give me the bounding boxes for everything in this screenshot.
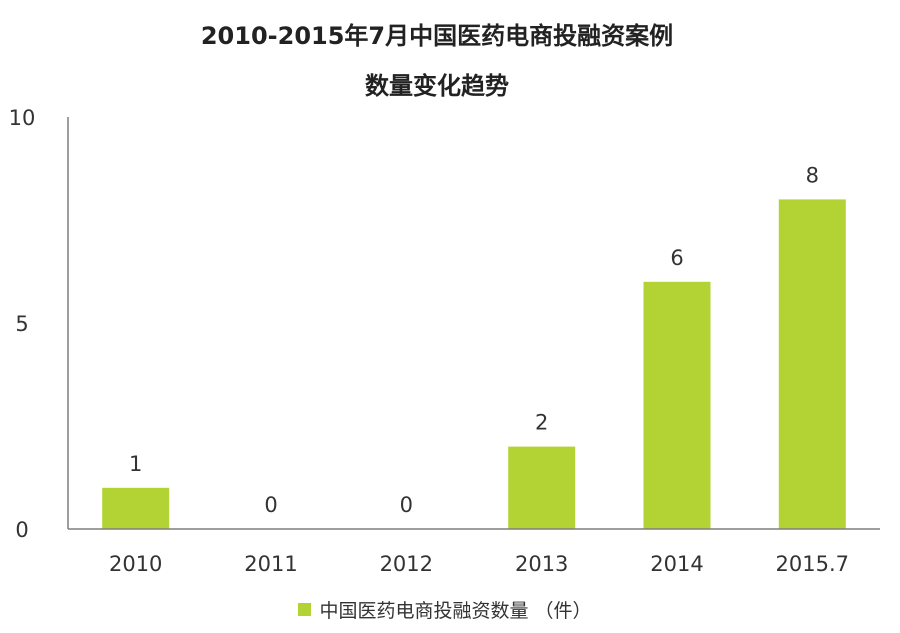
legend-label: 中国医药电商投融资数量 （件） bbox=[319, 600, 592, 622]
axes-layer bbox=[67, 117, 880, 530]
y-tick-label-10: 10 bbox=[9, 106, 36, 130]
data-label-2010: 1 bbox=[129, 452, 142, 476]
y-tick-labels-layer: 0 5 10 bbox=[9, 106, 36, 542]
x-tick-label-2014: 2014 bbox=[650, 552, 703, 576]
y-tick-label-0: 0 bbox=[15, 518, 28, 542]
chart-title-line-1: 2010-2015年7月中国医药电商投融资案例 bbox=[200, 22, 674, 50]
data-label-2012: 0 bbox=[400, 493, 413, 517]
x-tick-labels-layer: 2010 2011 2012 2013 2014 2015.7 bbox=[109, 552, 849, 576]
data-labels-layer: 1 0 0 2 6 8 bbox=[129, 163, 819, 517]
x-tick-label-2015.7: 2015.7 bbox=[776, 552, 849, 576]
bar-2015.7 bbox=[778, 199, 846, 529]
x-tick-label-2013: 2013 bbox=[515, 552, 568, 576]
bar-2010 bbox=[102, 487, 170, 529]
y-tick-label-5: 5 bbox=[15, 312, 28, 336]
data-label-2015.7: 8 bbox=[806, 163, 819, 187]
bar-2013 bbox=[508, 446, 576, 529]
x-tick-label-2011: 2011 bbox=[244, 552, 297, 576]
data-label-2013: 2 bbox=[535, 411, 548, 435]
chart-title-line-2: 数量变化趋势 bbox=[365, 72, 509, 100]
x-tick-label-2010: 2010 bbox=[109, 552, 162, 576]
bars-layer bbox=[102, 199, 846, 529]
x-tick-label-2012: 2012 bbox=[380, 552, 433, 576]
legend: 中国医药电商投融资数量 （件） bbox=[0, 596, 890, 623]
legend-swatch bbox=[298, 603, 312, 616]
data-label-2011: 0 bbox=[264, 493, 277, 517]
bar-2014 bbox=[643, 281, 711, 529]
data-label-2014: 6 bbox=[670, 246, 683, 270]
